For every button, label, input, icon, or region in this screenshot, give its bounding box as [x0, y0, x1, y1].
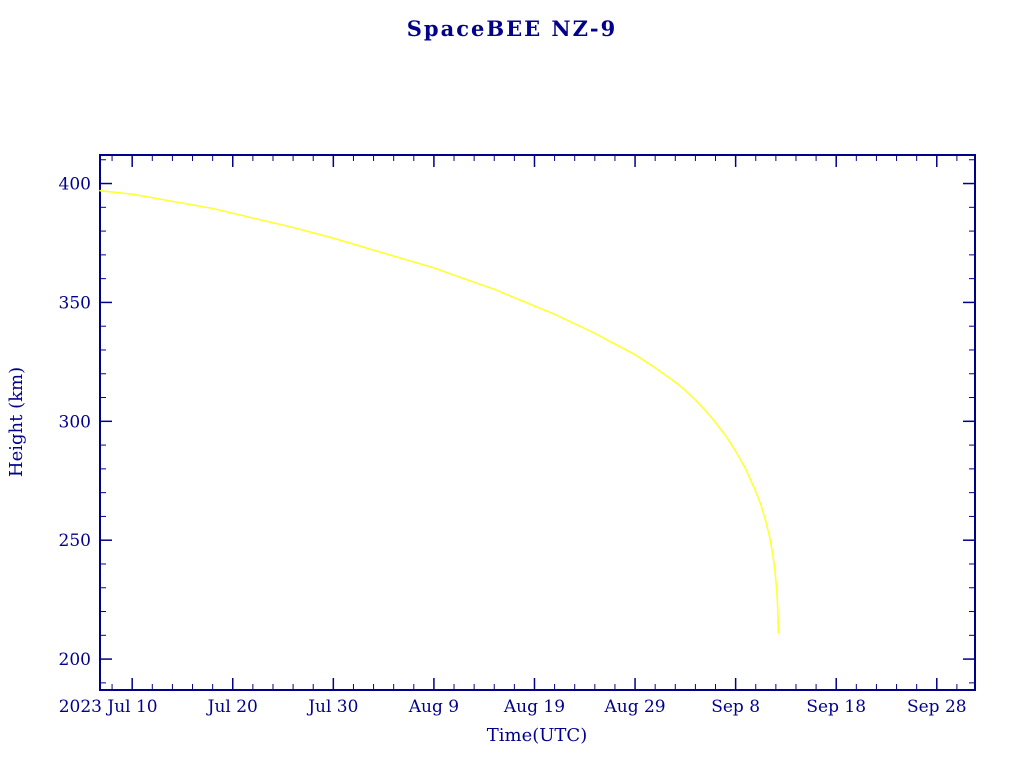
y-tick-label: 350 — [59, 293, 91, 313]
chart-title: SpaceBEE NZ-9 — [406, 16, 618, 41]
y-tick-label: 400 — [59, 175, 91, 195]
x-tick-label: Sep 18 — [806, 697, 866, 717]
plot-generated-layer: 2023 Jul 10 Jul 20 Jul 30 Aug 9 Aug 19 Aug 29… — [59, 154, 976, 717]
x-tick-label: Aug 19 — [503, 697, 565, 717]
x-tick-label: Aug 9 — [408, 697, 459, 717]
x-tick-label: Sep 8 — [711, 697, 760, 717]
plot-frame — [99, 154, 976, 691]
y-axis-title: Height (km) — [6, 367, 27, 477]
y-tick-label: 250 — [59, 531, 91, 551]
x-tick-label: Jul 20 — [206, 697, 258, 717]
height-decay-curve — [99, 189, 780, 634]
x-tick-label: Sep 28 — [907, 697, 967, 717]
y-tick-label: 200 — [59, 650, 91, 670]
x-tick-label: Jul 30 — [306, 697, 358, 717]
y-tick-label: 300 — [59, 412, 91, 432]
x-tick-label: Aug 29 — [603, 697, 665, 717]
x-tick-label: 2023 Jul 10 — [59, 697, 158, 717]
x-axis-title: Time(UTC) — [487, 725, 587, 746]
